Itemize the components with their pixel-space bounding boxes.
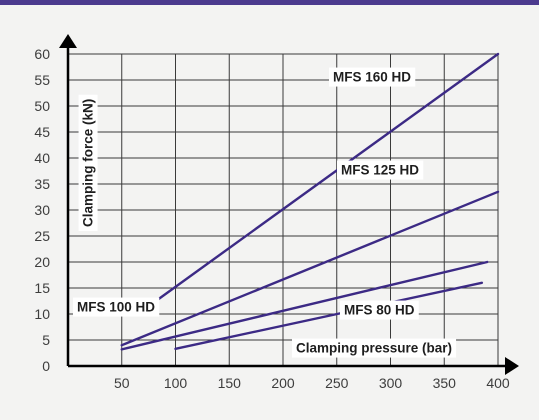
x-tick-label: 350 <box>433 375 457 391</box>
label-mfs-100-hd-background <box>73 297 160 317</box>
series-line-4 <box>174 281 484 351</box>
series-labels: MFS 160 HD MFS 125 HD MFS 100 HD MFS 80 HD C… <box>73 67 457 358</box>
y-axis-arrow-icon <box>59 34 77 48</box>
tick-labels: 50 100 150 200 250 300 350 400 0 5 10 15 20 25 30 35 40 4… <box>34 46 509 391</box>
y-tick-label: 30 <box>34 202 50 218</box>
y-tick-label: 45 <box>34 124 50 140</box>
y-axis-title: Clamping force (kN) <box>81 99 96 227</box>
series-line-1 <box>136 52 500 316</box>
x-axis-title-group: Clamping pressure (bar) <box>292 338 457 358</box>
y-tick-label: 50 <box>34 98 50 114</box>
x-tick-label: 250 <box>325 375 349 391</box>
x-tick-label: 150 <box>218 375 242 391</box>
y-axis-title-group: Clamping force (kN) <box>78 94 98 231</box>
label-mfs-80-hd: MFS 80 HD <box>344 303 415 318</box>
series-lines <box>120 52 500 351</box>
top-accent-bar <box>0 0 539 5</box>
x-axis-title: Clamping pressure (bar) <box>296 341 452 356</box>
y-tick-label: 20 <box>34 254 50 270</box>
y-axis-title-background <box>78 94 98 231</box>
y-tick-label: 55 <box>34 72 50 88</box>
label-mfs-125-hd-group: MFS 125 HD <box>337 160 424 180</box>
label-mfs-160-hd-background <box>329 67 416 87</box>
label-mfs-100-hd: MFS 100 HD <box>77 300 155 315</box>
y-tick-label: 5 <box>42 332 50 348</box>
label-mfs-160-hd-group: MFS 160 HD <box>329 67 416 87</box>
y-tick-label: 15 <box>34 280 50 296</box>
y-tick-label: 0 <box>42 358 50 374</box>
series-line-3 <box>120 260 489 351</box>
label-mfs-80-hd-background <box>340 300 419 320</box>
label-mfs-160-hd: MFS 160 HD <box>333 70 411 85</box>
axes <box>59 34 519 375</box>
y-tick-label: 35 <box>34 176 50 192</box>
x-tick-label: 400 <box>486 375 510 391</box>
label-mfs-100-hd-group: MFS 100 HD <box>73 297 160 317</box>
label-mfs-125-hd-background <box>337 160 424 180</box>
x-axis-arrow-icon <box>505 357 519 375</box>
y-tick-label: 25 <box>34 228 50 244</box>
x-tick-label: 100 <box>164 375 188 391</box>
x-tick-label: 300 <box>379 375 403 391</box>
x-tick-label: 200 <box>271 375 295 391</box>
x-tick-label: 50 <box>114 375 130 391</box>
x-axis-title-background <box>292 338 457 358</box>
y-tick-label: 40 <box>34 150 50 166</box>
label-mfs-80-hd-group: MFS 80 HD <box>340 300 419 320</box>
series-line-2 <box>120 190 500 347</box>
label-mfs-125-hd: MFS 125 HD <box>341 163 419 178</box>
y-tick-label: 10 <box>34 306 50 322</box>
y-tick-label: 60 <box>34 46 50 62</box>
